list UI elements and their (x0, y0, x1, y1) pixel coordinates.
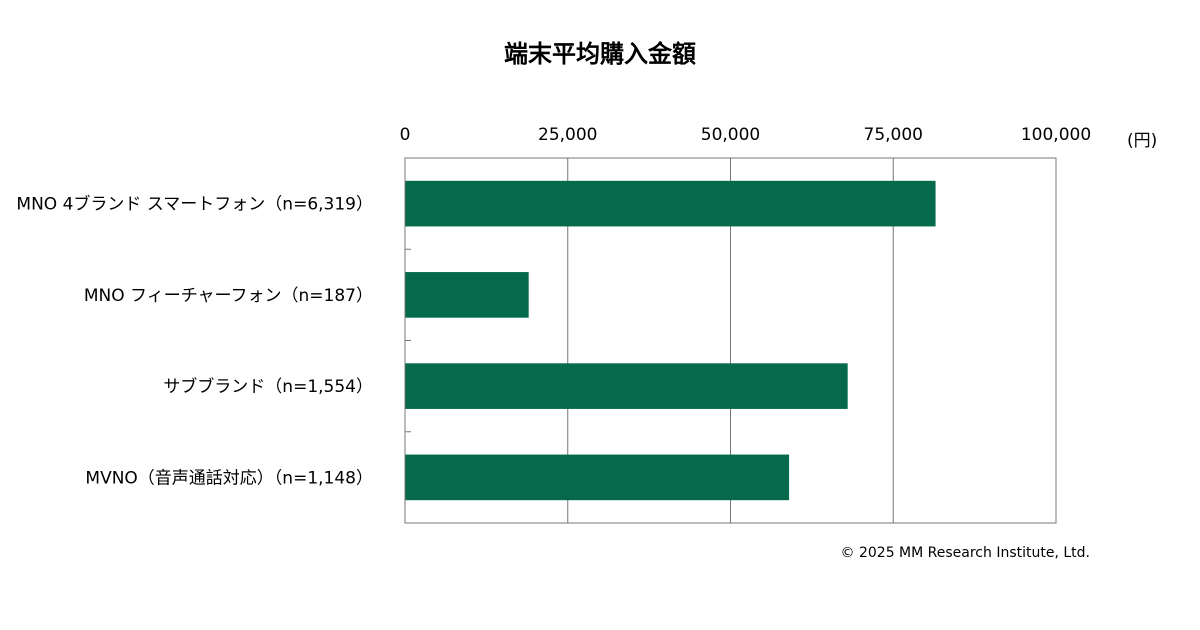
copyright-text: © 2025 MM Research Institute, Ltd. (841, 545, 1090, 561)
category-label: MVNO（音声通話対応）（n=1,148） (85, 468, 373, 488)
bars (405, 180, 936, 501)
x-axis-ticks: 0 25,000 50,000 75,000 100,000 (400, 125, 1092, 145)
x-tick-label: 75,000 (864, 125, 923, 145)
x-tick-label: 50,000 (701, 125, 760, 145)
x-tick-label: 25,000 (538, 125, 597, 145)
category-labels: MNO 4ブランド スマートフォン（n=6,319） MNO フィーチャーフォン（… (16, 194, 373, 489)
x-tick-label: 0 (400, 125, 411, 145)
chart-title: 端末平均購入金額 (504, 40, 696, 68)
category-label: MNO フィーチャーフォン（n=187） (84, 286, 373, 306)
plot-frame (404, 157, 1057, 524)
category-label: MNO 4ブランド スマートフォン（n=6,319） (16, 194, 373, 215)
x-tick-label: 100,000 (1021, 125, 1091, 145)
bar (405, 180, 936, 227)
bar (405, 363, 848, 409)
x-axis-unit: (円) (1127, 131, 1157, 151)
bar (405, 454, 790, 501)
category-label: サブブランド（n=1,554） (163, 376, 373, 397)
bar (405, 272, 529, 318)
